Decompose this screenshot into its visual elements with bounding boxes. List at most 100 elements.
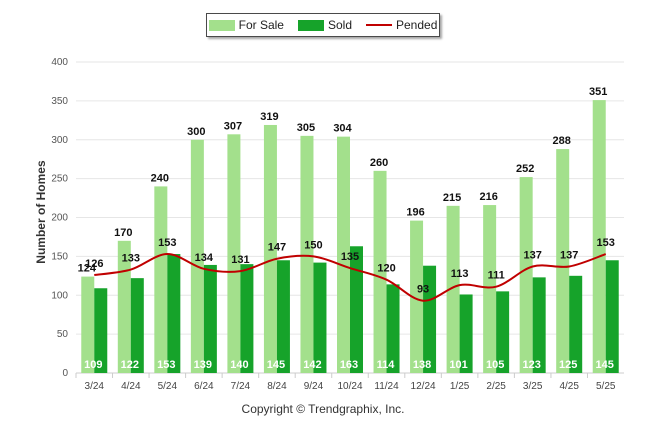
x-tick-label: 5/25 <box>596 381 616 392</box>
y-tick-label: 200 <box>51 213 68 224</box>
y-tick-label: 400 <box>51 57 68 68</box>
data-label-for-sale: 300 <box>187 126 205 138</box>
bar-for-sale <box>519 177 533 373</box>
chart-legend: For Sale Sold Pended <box>206 13 440 37</box>
data-label-sold: 145 <box>267 359 285 371</box>
legend-item-for-sale[interactable]: For Sale <box>208 18 284 32</box>
legend-swatch-pended <box>366 24 392 26</box>
data-label-for-sale: 252 <box>516 163 534 175</box>
data-label-for-sale: 170 <box>114 227 132 239</box>
data-label-sold: 138 <box>413 359 431 371</box>
data-label-pended: 111 <box>488 270 505 282</box>
bar-for-sale <box>446 205 460 373</box>
y-tick-label: 100 <box>51 290 68 301</box>
x-tick-label: 1/25 <box>450 381 470 392</box>
data-label-for-sale: 260 <box>370 157 388 169</box>
data-label-sold: 153 <box>157 359 175 371</box>
data-label-for-sale: 124 <box>78 263 97 275</box>
bar-sold <box>423 265 437 373</box>
data-label-sold: 145 <box>596 359 614 371</box>
bar-for-sale <box>373 170 387 373</box>
bar-sold <box>532 277 546 373</box>
data-label-sold: 105 <box>486 359 504 371</box>
legend-swatch-for-sale <box>208 19 235 31</box>
bar-sold <box>130 278 144 373</box>
y-axis-label: Number of Homes <box>34 160 48 264</box>
data-label-pended: 134 <box>195 252 214 264</box>
data-label-sold: 123 <box>522 359 540 371</box>
bar-for-sale <box>154 186 168 373</box>
bar-for-sale <box>190 139 204 373</box>
data-label-pended: 153 <box>158 237 176 249</box>
legend-item-sold[interactable]: Sold <box>297 18 352 32</box>
bar-for-sale <box>81 276 95 373</box>
bar-for-sale <box>556 149 570 373</box>
bar-sold <box>276 260 290 373</box>
data-label-for-sale: 196 <box>406 207 424 219</box>
data-label-pended: 150 <box>304 239 322 251</box>
data-label-for-sale: 288 <box>553 135 571 147</box>
bar-for-sale <box>300 135 314 373</box>
y-tick-label: 50 <box>57 329 69 340</box>
x-tick-label: 12/24 <box>411 381 436 392</box>
bar-sold <box>386 284 400 373</box>
data-label-sold: 109 <box>84 359 102 371</box>
x-tick-label: 7/24 <box>231 381 251 392</box>
bar-sold <box>496 291 510 373</box>
bar-for-sale <box>592 100 606 373</box>
y-tick-label: 300 <box>51 135 68 146</box>
data-label-pended: 120 <box>377 263 395 275</box>
data-label-pended: 133 <box>122 253 140 265</box>
x-tick-label: 6/24 <box>194 381 214 392</box>
legend-item-pended[interactable]: Pended <box>366 18 437 32</box>
x-tick-label: 3/24 <box>85 381 105 392</box>
bar-sold <box>313 262 327 373</box>
legend-swatch-sold <box>297 19 324 31</box>
x-tick-label: 10/24 <box>337 381 362 392</box>
data-label-pended: 137 <box>523 249 541 261</box>
x-tick-label: 11/24 <box>374 381 399 392</box>
x-tick-label: 8/24 <box>267 381 287 392</box>
bar-for-sale <box>410 220 424 373</box>
data-label-sold: 125 <box>559 359 577 371</box>
bar-sold <box>203 264 217 373</box>
data-label-sold: 142 <box>303 359 321 371</box>
line-pended <box>94 253 607 302</box>
bar-for-sale <box>337 136 350 373</box>
data-label-for-sale: 307 <box>224 120 242 132</box>
bar-sold <box>240 264 254 373</box>
data-label-sold: 101 <box>449 359 467 371</box>
data-label-for-sale: 304 <box>333 123 352 135</box>
data-label-for-sale: 240 <box>151 172 169 184</box>
bar-sold <box>350 246 363 373</box>
data-label-for-sale: 216 <box>479 191 497 203</box>
bar-sold <box>94 288 108 373</box>
bar-sold <box>167 254 181 373</box>
data-label-pended: 137 <box>560 249 578 261</box>
bar-sold <box>605 260 619 373</box>
legend-label-sold: Sold <box>327 18 352 32</box>
x-tick-label: 9/24 <box>304 381 324 392</box>
x-tick-label: 2/25 <box>486 381 506 392</box>
data-label-pended: 135 <box>341 251 359 263</box>
bar-for-sale <box>227 134 241 373</box>
y-tick-label: 350 <box>51 96 68 107</box>
y-tick-label: 150 <box>51 251 68 262</box>
data-label-sold: 122 <box>121 359 139 371</box>
data-label-sold: 114 <box>377 359 396 371</box>
x-tick-label: 4/25 <box>559 381 579 392</box>
x-tick-label: 4/24 <box>121 381 141 392</box>
legend-label-for-sale: For Sale <box>238 18 284 32</box>
bar-sold <box>569 275 583 373</box>
data-label-pended: 126 <box>85 258 103 270</box>
x-tick-label: 3/25 <box>523 381 543 392</box>
data-label-pended: 131 <box>231 254 249 266</box>
data-label-pended: 153 <box>597 237 615 249</box>
y-tick-label: 0 <box>62 368 68 379</box>
copyright-text: Copyright © Trendgraphix, Inc. <box>241 402 405 416</box>
bar-for-sale <box>117 240 131 373</box>
data-label-pended: 93 <box>417 284 429 296</box>
bar-for-sale <box>483 205 497 373</box>
